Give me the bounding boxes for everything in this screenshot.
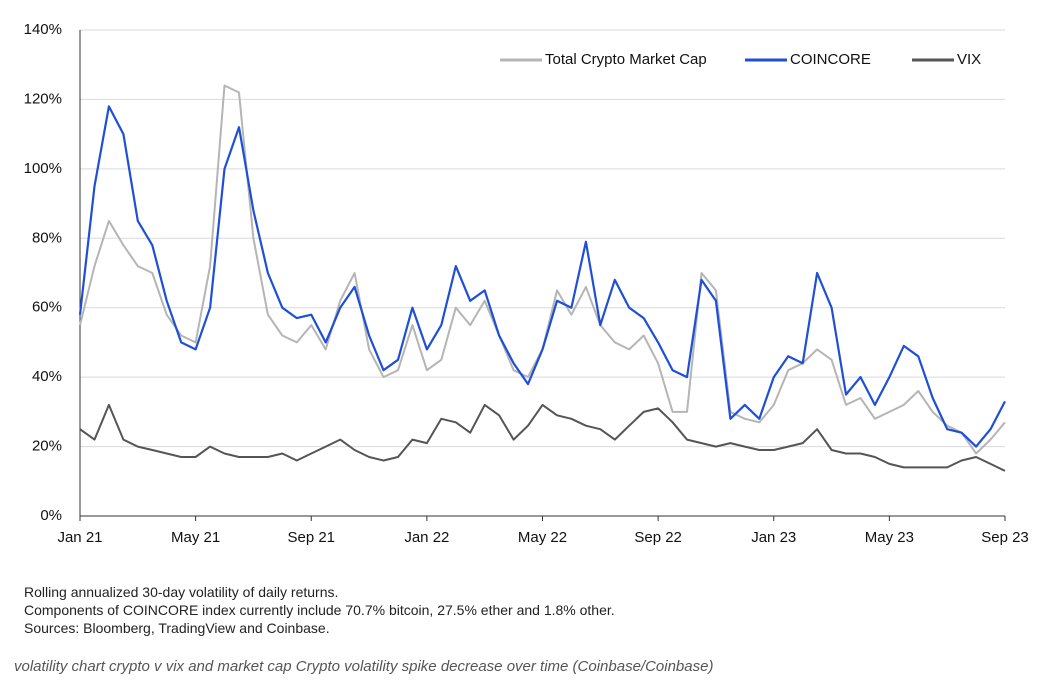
series-line [79, 403, 1006, 472]
x-tick-label: Sep 22 [634, 529, 682, 546]
y-tick-label: 60% [32, 299, 62, 316]
caption: volatility chart crypto v vix and market… [14, 658, 714, 675]
x-tick-label: Jan 23 [751, 529, 796, 546]
legend-label: VIX [957, 51, 981, 68]
note: Components of COINCORE index currently i… [24, 602, 615, 618]
y-tick-label: 20% [32, 438, 62, 455]
y-tick-label: 40% [32, 368, 62, 385]
note: Rolling annualized 30-day volatility of … [24, 584, 339, 600]
y-tick-label: 120% [24, 90, 62, 107]
note: Sources: Bloomberg, TradingView and Coin… [24, 620, 330, 636]
legend-label: Total Crypto Market Cap [545, 51, 707, 68]
legend-label: COINCORE [790, 51, 871, 68]
y-tick-label: 80% [32, 229, 62, 246]
chart: 0% 20% 40% 60% 80% 100% 120% 140% Jan 21 May 21 Se… [24, 21, 1029, 546]
x-tick-label: May 21 [171, 529, 220, 546]
y-tick-label: 100% [24, 160, 62, 177]
series-line [79, 84, 1006, 455]
x-tick-label: Jan 22 [404, 529, 449, 546]
y-tick-label: 140% [24, 21, 62, 38]
x-tick-label: Sep 23 [981, 529, 1029, 546]
x-tick-label: May 22 [518, 529, 567, 546]
series-line [78, 105, 1006, 448]
x-tick-label: Sep 21 [287, 529, 335, 546]
x-tick-label: May 23 [865, 529, 914, 546]
x-tick-label: Jan 21 [57, 529, 102, 546]
y-tick-label: 0% [40, 507, 62, 524]
